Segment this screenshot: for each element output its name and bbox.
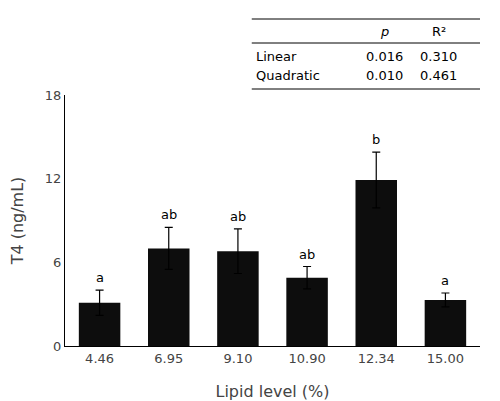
svg-text:0.461: 0.461 [420,68,457,83]
svg-text:10.90: 10.90 [288,351,325,366]
svg-text:ab: ab [299,247,315,262]
svg-text:9.10: 9.10 [223,351,252,366]
svg-text:6.95: 6.95 [154,351,183,366]
svg-text:0.010: 0.010 [366,68,403,83]
svg-text:Linear: Linear [256,49,297,64]
svg-text:12: 12 [45,171,62,186]
svg-text:Lipid level (%): Lipid level (%) [215,382,329,401]
svg-text:a: a [96,270,104,285]
svg-text:R²: R² [432,24,446,39]
svg-text:p: p [380,24,389,39]
svg-text:4.46: 4.46 [85,351,114,366]
svg-text:b: b [372,132,380,147]
svg-text:T4 (ng/mL): T4 (ng/mL) [8,177,27,266]
svg-text:a: a [441,273,449,288]
svg-text:0: 0 [53,339,61,354]
svg-text:0.016: 0.016 [366,49,403,64]
svg-text:Quadratic: Quadratic [256,68,320,83]
svg-text:ab: ab [230,209,246,224]
svg-text:0.310: 0.310 [420,49,457,64]
svg-text:ab: ab [161,207,177,222]
svg-text:15.00: 15.00 [427,351,464,366]
svg-text:18: 18 [45,88,62,103]
svg-text:12.34: 12.34 [358,351,395,366]
svg-text:6: 6 [53,255,61,270]
